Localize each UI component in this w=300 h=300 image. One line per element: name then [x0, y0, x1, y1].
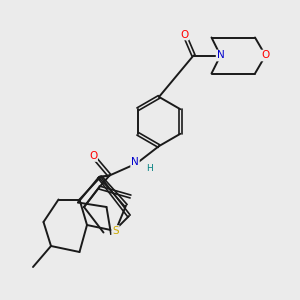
Text: O: O	[89, 151, 97, 161]
Text: S: S	[112, 226, 119, 236]
Text: H: H	[146, 164, 152, 173]
Text: N: N	[217, 50, 224, 61]
Text: O: O	[180, 29, 189, 40]
Text: N: N	[131, 157, 139, 167]
Text: O: O	[261, 50, 270, 61]
